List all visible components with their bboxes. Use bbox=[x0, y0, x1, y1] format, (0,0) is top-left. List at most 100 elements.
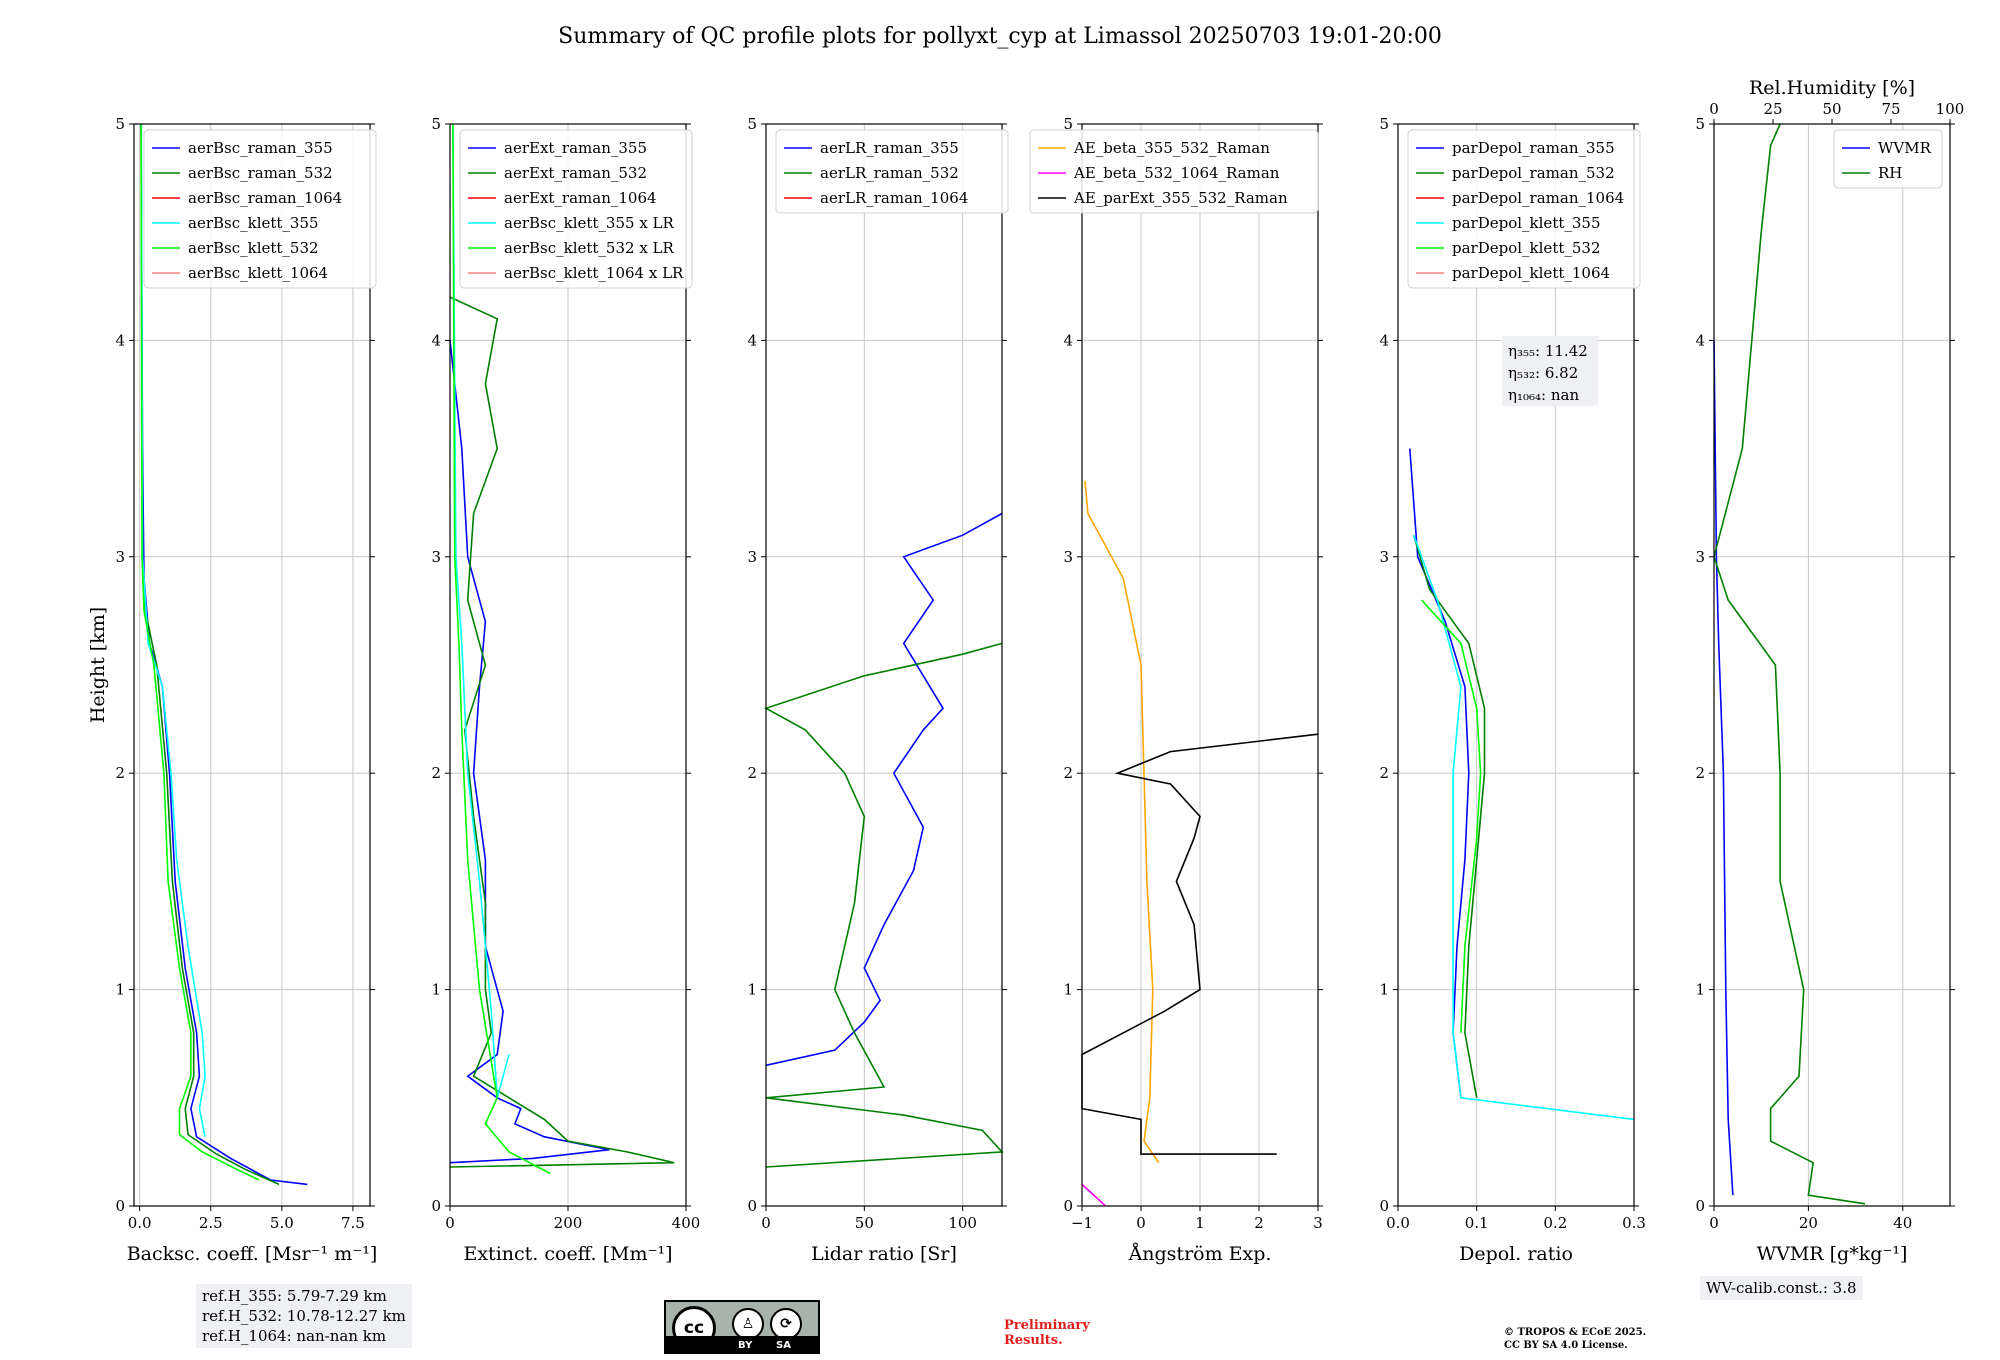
y-tick-label: 5 bbox=[115, 115, 125, 133]
top-tick-label: 25 bbox=[1763, 100, 1782, 118]
share-alike-icon: ⟳ bbox=[770, 1308, 802, 1340]
y-tick-label: 0 bbox=[1063, 1197, 1073, 1215]
series-line-aerLR_raman_355 bbox=[765, 512, 1003, 1067]
y-tick-label: 4 bbox=[1695, 331, 1705, 349]
copyright-note: © TROPOS & ECoE 2025. CC BY SA 4.0 Licen… bbox=[1504, 1327, 1647, 1351]
axes-frame bbox=[133, 123, 371, 1207]
series-line-aerExt_raman_355 bbox=[449, 340, 610, 1164]
series-line-AE_beta_355_532_Raman bbox=[1084, 481, 1160, 1164]
y-tick-label: 4 bbox=[1379, 331, 1389, 349]
legend-box bbox=[1407, 129, 1641, 289]
series-line-parDepol_klett_355 bbox=[1412, 534, 1635, 1121]
cc-by-label: BY bbox=[738, 1340, 753, 1351]
legend-label: aerBsc_klett_355 x LR bbox=[504, 214, 675, 232]
x-axis-label: Extinct. coeff. [Mm⁻¹] bbox=[463, 1243, 672, 1265]
legend-label: parDepol_klett_355 bbox=[1452, 214, 1601, 232]
axes-frame bbox=[765, 123, 1003, 1207]
y-tick-label: 0 bbox=[115, 1197, 125, 1215]
series-line-aerExt_raman_532 bbox=[449, 296, 675, 1168]
series-line-aerBsc_klett_532 x LR bbox=[452, 123, 551, 1175]
eta-annotation-line: η₃₅₅: 11.42 bbox=[1508, 342, 1588, 360]
panel-1 bbox=[129, 123, 377, 1211]
x-tick-label: 2 bbox=[1254, 1214, 1264, 1232]
y-tick-label: 0 bbox=[431, 1197, 441, 1215]
x-tick-label: 5.0 bbox=[270, 1214, 294, 1232]
legend-label: parDepol_raman_532 bbox=[1452, 164, 1615, 182]
y-tick-label: 5 bbox=[431, 115, 441, 133]
legend-label: aerLR_raman_532 bbox=[820, 164, 959, 182]
x-tick-label: 0 bbox=[1136, 1214, 1146, 1232]
x-tick-label: 400 bbox=[672, 1214, 701, 1232]
top-axis-label: Rel.Humidity [%] bbox=[1749, 77, 1915, 99]
series-line-aerLR_raman_532 bbox=[764, 642, 1004, 1168]
series-line-AE_parExt_355_532_Raman bbox=[1081, 733, 1319, 1155]
x-axis-label: Backsc. coeff. [Msr⁻¹ m⁻¹] bbox=[127, 1243, 378, 1265]
top-tick-label: 75 bbox=[1881, 100, 1900, 118]
y-tick-label: 4 bbox=[431, 331, 441, 349]
legend-box bbox=[459, 129, 693, 289]
legend-label: AE_beta_532_1064_Raman bbox=[1073, 164, 1280, 182]
panel-6 bbox=[1709, 119, 1955, 1211]
legend-label: WVMR bbox=[1878, 139, 1932, 157]
series-line-WVMR bbox=[1713, 340, 1734, 1196]
wv-calibration-note: WV-calib.const.: 3.8 bbox=[1700, 1276, 1863, 1300]
legend-label: aerBsc_klett_1064 bbox=[188, 264, 328, 282]
panel-2 bbox=[445, 123, 693, 1211]
y-tick-label: 5 bbox=[1063, 115, 1073, 133]
axes-frame bbox=[1713, 123, 1951, 1207]
cc-sa-label: SA bbox=[776, 1340, 791, 1351]
y-tick-label: 3 bbox=[1063, 548, 1073, 566]
x-tick-label: 0.0 bbox=[1386, 1214, 1410, 1232]
x-tick-label: 1 bbox=[1195, 1214, 1205, 1232]
legend-label: aerBsc_raman_355 bbox=[188, 139, 333, 157]
x-tick-label: 0.0 bbox=[128, 1214, 152, 1232]
y-tick-label: 1 bbox=[431, 981, 441, 999]
legend-label: aerBsc_raman_1064 bbox=[188, 189, 342, 207]
eta-annotation-line: η₁₀₆₄: nan bbox=[1508, 386, 1579, 404]
x-tick-label: 0.2 bbox=[1543, 1214, 1567, 1232]
y-tick-label: 4 bbox=[1063, 331, 1073, 349]
series-line-aerBsc_klett_355 bbox=[140, 123, 206, 1137]
top-tick-label: 0 bbox=[1709, 100, 1719, 118]
x-tick-label: 100 bbox=[948, 1214, 977, 1232]
y-tick-label: 5 bbox=[1379, 115, 1389, 133]
legend-label: aerExt_raman_532 bbox=[504, 164, 647, 182]
x-tick-label: 50 bbox=[855, 1214, 874, 1232]
y-tick-label: 3 bbox=[431, 548, 441, 566]
x-tick-label: 0 bbox=[445, 1214, 455, 1232]
y-tick-label: 2 bbox=[1379, 764, 1389, 782]
legend-label: aerExt_raman_355 bbox=[504, 139, 647, 157]
x-tick-label: 200 bbox=[554, 1214, 583, 1232]
x-tick-label: 40 bbox=[1893, 1214, 1912, 1232]
x-tick-label: 0.3 bbox=[1622, 1214, 1646, 1232]
x-tick-label: 7.5 bbox=[341, 1214, 365, 1232]
y-tick-label: 1 bbox=[747, 981, 757, 999]
panel-3 bbox=[761, 123, 1009, 1211]
legend-label: aerBsc_klett_355 bbox=[188, 214, 319, 232]
legend-label: AE_beta_355_532_Raman bbox=[1073, 139, 1270, 157]
series-line-parDepol_klett_532 bbox=[1421, 599, 1482, 1033]
legend-box bbox=[143, 129, 377, 289]
series-line-aerBsc_klett_355 x LR bbox=[452, 123, 510, 1099]
y-tick-label: 0 bbox=[1379, 1197, 1389, 1215]
figure-title: Summary of QC profile plots for pollyxt_… bbox=[558, 24, 1442, 49]
series-line-RH bbox=[1713, 123, 1866, 1205]
y-axis-label: Height [km] bbox=[87, 607, 109, 723]
top-tick-label: 100 bbox=[1936, 100, 1965, 118]
y-tick-label: 1 bbox=[1379, 981, 1389, 999]
y-tick-label: 3 bbox=[1695, 548, 1705, 566]
y-tick-label: 1 bbox=[1695, 981, 1705, 999]
top-tick-label: 50 bbox=[1822, 100, 1841, 118]
cc-by-sa-badge: cc ♙ ⟳ BY SA bbox=[664, 1300, 820, 1354]
series-line-AE_beta_532_1064_Raman bbox=[1081, 1183, 1107, 1207]
x-tick-label: −1 bbox=[1071, 1214, 1093, 1232]
legend-label: parDepol_klett_1064 bbox=[1452, 264, 1610, 282]
y-tick-label: 2 bbox=[1063, 764, 1073, 782]
legend-label: aerBsc_klett_532 x LR bbox=[504, 239, 675, 257]
x-tick-label: 0 bbox=[1709, 1214, 1719, 1232]
eta-annotation-line: η₅₃₂: 6.82 bbox=[1508, 364, 1578, 382]
y-tick-label: 2 bbox=[431, 764, 441, 782]
y-tick-label: 3 bbox=[747, 548, 757, 566]
